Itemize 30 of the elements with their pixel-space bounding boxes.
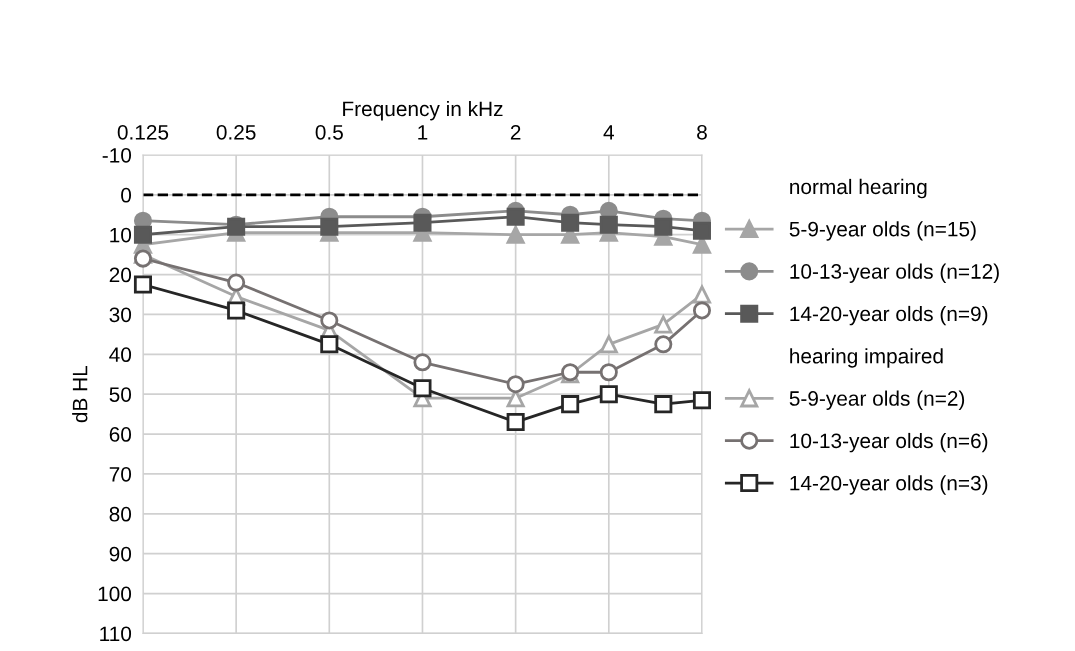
x-tick-label: 0.25 — [216, 124, 256, 140]
y-tick-label: -10 — [102, 147, 132, 163]
x-tick-label: 0.5 — [315, 124, 343, 140]
legend-label: 14-20-year olds (n=3) — [790, 475, 988, 495]
y-tick-label: 90 — [109, 546, 132, 562]
legend-label: 5-9-year olds (n=2) — [789, 390, 965, 410]
x-tick-label: 8 — [697, 124, 707, 140]
text: hearing impaired — [790, 348, 943, 368]
y-tick-label: 0 — [121, 187, 132, 203]
legend-label: 5-9-year olds (n=15) — [789, 221, 976, 241]
legend-label: 14-20-year olds (n=9) — [790, 305, 988, 326]
y-tick-label: 80 — [109, 506, 132, 522]
legend-label: 10-13-year olds (n=12) — [790, 263, 999, 283]
y-tick-label: 20 — [109, 267, 132, 283]
x-tick-label: 0.125 — [117, 124, 169, 140]
y-tick-label: 50 — [109, 387, 132, 402]
legend-label: 10-13-year olds (n=6) — [790, 432, 988, 453]
y-tick-label: 100 — [98, 586, 132, 602]
x-tick-label: 1 — [418, 125, 428, 140]
x-tick-label: 2 — [510, 124, 521, 140]
y-tick-label: 70 — [109, 466, 132, 482]
y-tick-label: 110 — [100, 626, 132, 642]
y-axis-title: dB HL — [72, 365, 88, 423]
x-axis-title: Frequency in kHz — [343, 100, 503, 121]
y-tick-label: 30 — [109, 307, 132, 323]
y-tick-label: 10 — [110, 227, 132, 243]
text: normal hearing — [790, 178, 927, 199]
x-tick-label: 4 — [603, 125, 614, 140]
y-tick-label: 60 — [109, 427, 132, 442]
y-tick-label: 40 — [109, 347, 132, 363]
